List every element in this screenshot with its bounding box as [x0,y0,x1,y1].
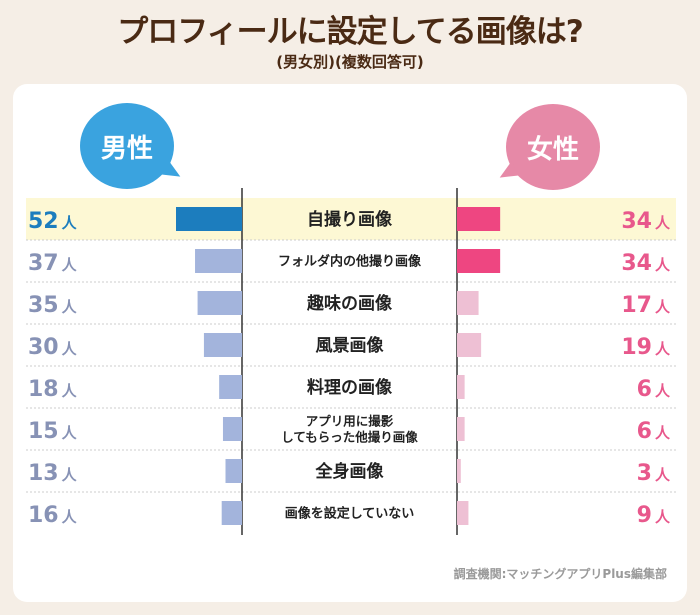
page-subtitle: (男女別)(複数回答可) [276,53,424,71]
male-legend-label: 男性 [100,133,153,164]
category-label: フォルダ内の他撮り画像 [278,254,422,270]
male-bar [225,459,242,483]
male-bar [221,501,242,525]
female-bar [457,207,501,231]
page-title: プロフィールに設定してる画像は? [117,14,583,50]
male-value-label: 15 人 [28,419,78,444]
category-label: アプリ用に撮影してもらった他撮り画像 [281,413,418,444]
female-bar [457,333,482,357]
male-value-label: 16 人 [28,503,78,528]
female-bar [457,501,469,525]
category-label: 趣味の画像 [306,293,393,314]
female-value-label: 34 人 [621,251,671,276]
male-bar [176,207,242,231]
male-value-label: 30 人 [28,335,78,360]
male-value-label: 37 人 [28,251,78,276]
female-value-label: 19 人 [621,335,671,360]
category-label: 画像を設定していない [285,506,415,522]
male-bar [219,375,242,399]
female-legend-bubble: 女性 [506,104,600,190]
category-label: 料理の画像 [307,377,393,398]
female-bar [457,291,479,315]
top-row-highlight [26,198,676,240]
male-bar [222,417,242,441]
category-label: 風景画像 [316,336,385,356]
male-value-label: 35 人 [28,293,78,318]
male-bar [195,249,242,273]
female-bar [457,249,501,273]
male-legend-bubble: 男性 [80,103,174,189]
category-label: 全身画像 [315,461,385,482]
female-bar [457,417,465,441]
male-value-label: 18 人 [28,377,78,402]
source-credit: 調査機関:マッチングアプリPlus編集部 [453,567,667,581]
female-value-label: 17 人 [621,293,671,318]
male-bar [203,333,242,357]
female-value-label: 34 人 [621,209,671,234]
male-bar [197,291,242,315]
female-legend-label: 女性 [526,134,579,165]
category-label: 自撮り画像 [307,209,393,230]
female-bar [457,375,465,399]
female-bar [457,459,461,483]
male-value-label: 52 人 [28,209,78,234]
male-value-label: 13 人 [28,461,78,486]
